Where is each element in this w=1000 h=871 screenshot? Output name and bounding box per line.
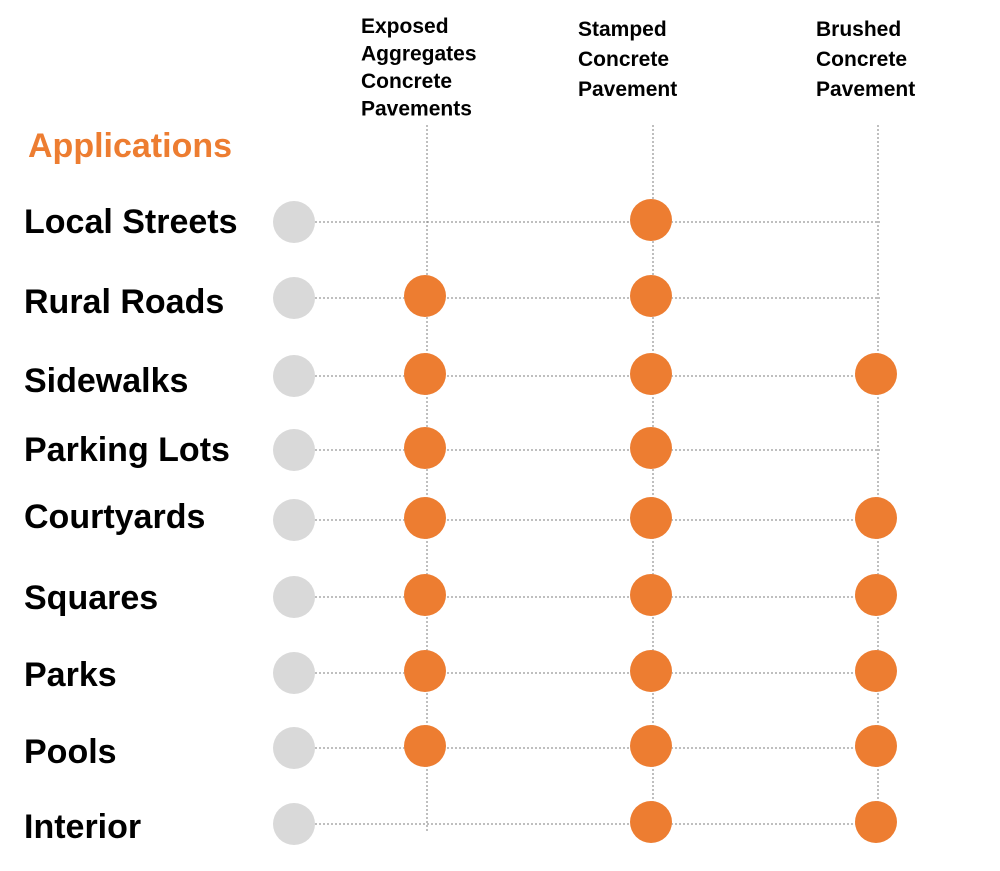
applicable-dot — [855, 497, 897, 539]
applicable-dot — [404, 427, 446, 469]
column-header: Exposed Aggregates Concrete Pavements — [361, 15, 477, 121]
row-marker — [273, 727, 315, 769]
row-marker — [273, 652, 315, 694]
row-marker — [273, 201, 315, 243]
applicable-dot — [630, 650, 672, 692]
row-labels: Local Streets Rural Roads Sidewalks Parking… — [24, 203, 238, 846]
row-marker — [273, 803, 315, 845]
column-headers: Exposed Aggregates Concrete Pavements Stampe… — [361, 15, 915, 121]
grid-lines — [315, 125, 880, 831]
applicable-dot — [404, 353, 446, 395]
applicable-dot — [404, 574, 446, 616]
row-label: Parking Lots — [24, 431, 230, 469]
applicable-dot — [855, 574, 897, 616]
row-label: Courtyards — [24, 498, 205, 536]
applicable-dot — [630, 427, 672, 469]
applicable-dot — [404, 275, 446, 317]
row-label: Sidewalks — [24, 362, 188, 400]
row-marker — [273, 499, 315, 541]
applicable-dot — [630, 725, 672, 767]
applicable-dot — [404, 497, 446, 539]
applicable-dot — [630, 353, 672, 395]
applicable-dot — [855, 801, 897, 843]
row-label: Interior — [24, 808, 141, 846]
row-label: Pools — [24, 733, 117, 771]
applicable-dot — [630, 801, 672, 843]
row-label: Local Streets — [24, 203, 238, 241]
applicable-dot — [630, 275, 672, 317]
row-marker — [273, 277, 315, 319]
column-header: Stamped Concrete Pavement — [578, 18, 677, 101]
row-marker — [273, 576, 315, 618]
applications-title: Applications — [28, 127, 232, 165]
row-label: Rural Roads — [24, 283, 224, 321]
row-marker — [273, 355, 315, 397]
row-marker — [273, 429, 315, 471]
applicable-dot — [630, 199, 672, 241]
row-label: Parks — [24, 656, 117, 694]
column-header: Brushed Concrete Pavement — [816, 18, 915, 101]
matrix-dots — [273, 199, 897, 845]
applicable-dot — [855, 353, 897, 395]
applicable-dot — [855, 650, 897, 692]
applicable-dot — [630, 497, 672, 539]
row-label: Squares — [24, 579, 158, 617]
applicable-dot — [855, 725, 897, 767]
applicable-dot — [404, 650, 446, 692]
applicable-dot — [404, 725, 446, 767]
applicable-dot — [630, 574, 672, 616]
